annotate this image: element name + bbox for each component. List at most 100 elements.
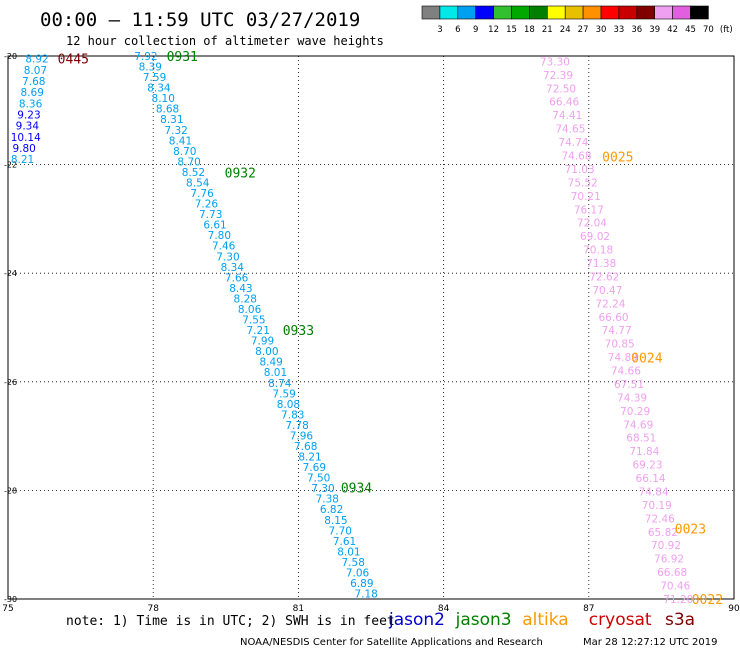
wave-height-label: 72.62 <box>589 271 619 283</box>
wave-height-label: 8.21 <box>11 154 34 166</box>
wave-height-label: 10.14 <box>11 132 41 144</box>
scale-label: 39 <box>649 25 660 35</box>
wave-height-label: 8.21 <box>298 452 321 464</box>
scale-label: 45 <box>685 25 696 35</box>
pass-time-label: 0024 <box>631 351 662 366</box>
wave-height-label: 8.34 <box>221 262 245 274</box>
scale-swatch <box>654 5 673 20</box>
wave-height-label: 7.30 <box>216 251 239 263</box>
wave-height-label: 76.92 <box>654 554 684 566</box>
pass-time-label: 0023 <box>675 522 706 537</box>
x-tick-labels: 75 78 81 84 87 90 <box>2 604 740 614</box>
wave-height-label: 7.59 <box>272 388 295 400</box>
satellite-legend-item: s3a <box>665 610 695 630</box>
wave-height-label: 7.46 <box>212 241 236 253</box>
wave-height-label: 7.66 <box>225 272 249 284</box>
wave-height-label: 72.04 <box>577 218 607 230</box>
footer-timestamp: Mar 28 12:27:12 UTC 2019 <box>583 637 718 648</box>
wave-height-label: 8.10 <box>152 93 175 105</box>
wave-height-label: 66.60 <box>599 312 629 324</box>
wave-height-label: 74.41 <box>552 110 582 122</box>
wave-height-label: 6.89 <box>350 578 373 590</box>
pass-time-label: 0445 <box>58 53 89 68</box>
wave-height-label: 7.68 <box>294 441 317 453</box>
scale-swatch <box>493 5 512 20</box>
wave-height-label: 9.80 <box>12 143 35 155</box>
y-tick-label: -24 <box>4 269 17 278</box>
scale-swatch <box>564 5 584 20</box>
wave-height-label: 8.68 <box>156 104 179 116</box>
wave-height-label: 74.77 <box>602 325 632 337</box>
wave-height-label: 72.39 <box>543 70 573 82</box>
track-0931-0934: 7.928.397.598.348.108.688.317.328.418.70… <box>134 50 378 601</box>
wave-height-label: 8.39 <box>139 62 162 74</box>
scale-swatch <box>546 5 566 20</box>
y-tick-labels: -20 -22 -24 -26 -28 -30 <box>4 52 17 604</box>
wave-height-label: 8.49 <box>259 357 282 369</box>
scale-swatch <box>582 5 602 20</box>
note-text: note: 1) Time is in UTC; 2) SWH is in fe… <box>66 614 395 629</box>
wave-height-label: 7.30 <box>311 483 334 495</box>
wave-height-label: 7.80 <box>208 230 231 242</box>
satellite-legend-item: jason3 <box>455 610 512 630</box>
wave-height-label: 70.92 <box>651 540 681 552</box>
wave-height-label: 9.23 <box>17 110 40 122</box>
scale-swatch <box>636 5 655 20</box>
wave-height-label: 8.28 <box>234 293 257 305</box>
x-tick-label: 87 <box>583 604 594 614</box>
wave-height-label: 69.02 <box>580 231 610 243</box>
scale-swatch <box>457 5 476 20</box>
scale-label: 21 <box>542 25 553 35</box>
wave-height-label: 7.55 <box>242 315 265 327</box>
wave-height-label: 72.24 <box>595 298 625 310</box>
track-0445: 8.928.077.688.698.369.239.3410.149.808.2… <box>11 53 89 166</box>
wave-height-label: 74.66 <box>611 366 641 378</box>
wave-height-label: 8.41 <box>169 135 192 147</box>
wave-height-label: 8.70 <box>173 146 196 158</box>
scale-swatch <box>672 5 691 20</box>
scale-label: 70 <box>703 25 714 35</box>
pass-time-label: 0932 <box>225 167 256 182</box>
wave-height-label: 7.32 <box>164 125 187 137</box>
scale-swatch <box>475 5 494 20</box>
wave-height-label: 7.70 <box>329 525 352 537</box>
scale-label: 42 <box>667 25 678 35</box>
wave-height-label: 8.70 <box>177 156 200 168</box>
wave-height-label: 7.38 <box>316 494 339 506</box>
scale-swatch <box>439 5 459 20</box>
wave-height-label: 67.51 <box>614 379 644 391</box>
wave-height-label: 7.73 <box>199 209 222 221</box>
map-grid <box>8 56 734 599</box>
satellite-legend-item: cryosat <box>589 610 652 630</box>
scale-label: 6 <box>455 25 460 35</box>
wave-height-label: 74.69 <box>623 419 653 431</box>
color-scale-legend: 3 6 9 12 15 18 21 24 27 30 33 36 39 42 45 70 (ft) <box>421 5 733 35</box>
wave-height-label: 7.50 <box>307 473 330 485</box>
wave-height-label: 8.07 <box>24 65 47 77</box>
pass-time-label: 0931 <box>167 50 198 65</box>
scale-label: 12 <box>488 25 499 35</box>
wave-height-label: 74.68 <box>561 151 591 163</box>
scale-label: 24 <box>560 25 571 35</box>
scale-swatch <box>600 5 620 20</box>
wave-height-label: 8.92 <box>25 54 48 66</box>
wave-height-label: 7.21 <box>247 325 270 337</box>
satellite-legend-item: altika <box>522 610 569 630</box>
wave-height-label: 74.84 <box>639 486 669 498</box>
wave-height-label: 7.69 <box>303 462 326 474</box>
wave-height-label: 8.69 <box>21 87 44 99</box>
wave-height-label: 8.01 <box>264 367 287 379</box>
wave-height-label: 8.36 <box>19 98 43 110</box>
scale-swatch <box>618 5 638 20</box>
x-tick-label: 78 <box>147 604 159 614</box>
x-tick-label: 90 <box>728 604 740 614</box>
scale-label: 15 <box>506 25 517 35</box>
pass-time-label: 0025 <box>602 150 633 165</box>
wave-height-label: 8.15 <box>324 515 347 527</box>
wave-height-label: 7.68 <box>22 76 45 88</box>
wave-height-label: 7.92 <box>134 51 157 63</box>
wave-height-label: 7.76 <box>190 188 214 200</box>
wave-height-label: 7.99 <box>251 336 274 348</box>
